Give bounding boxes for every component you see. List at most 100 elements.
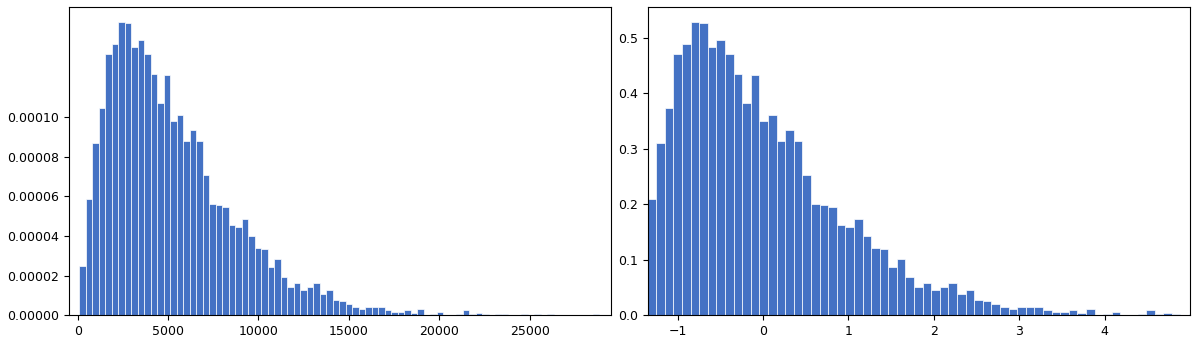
Bar	[333, 300, 339, 315]
Bar	[502, 314, 508, 315]
Bar	[820, 205, 828, 315]
Bar	[1155, 314, 1163, 315]
Bar	[196, 141, 202, 315]
Bar	[656, 143, 664, 315]
Bar	[293, 283, 300, 315]
Bar	[915, 287, 923, 315]
Bar	[132, 47, 138, 315]
Bar	[229, 225, 236, 315]
Bar	[99, 108, 105, 315]
Bar	[521, 314, 528, 315]
Bar	[639, 266, 648, 315]
Bar	[707, 47, 717, 315]
Bar	[151, 73, 157, 315]
Bar	[897, 259, 905, 315]
Bar	[940, 287, 948, 315]
Bar	[437, 312, 443, 315]
Bar	[905, 277, 915, 315]
Bar	[682, 44, 691, 315]
Bar	[306, 287, 314, 315]
Bar	[475, 313, 482, 315]
Bar	[931, 290, 940, 315]
Bar	[242, 219, 248, 315]
Bar	[124, 23, 132, 315]
Bar	[202, 175, 209, 315]
Bar	[326, 290, 333, 315]
Bar	[751, 75, 759, 315]
Bar	[183, 141, 190, 315]
Bar	[1077, 313, 1086, 315]
Bar	[482, 314, 488, 315]
Bar	[209, 204, 215, 315]
Bar	[157, 104, 164, 315]
Bar	[469, 314, 475, 315]
Bar	[384, 310, 391, 315]
Bar	[417, 309, 424, 315]
Bar	[1189, 314, 1197, 315]
Bar	[593, 314, 598, 315]
Bar	[138, 40, 145, 315]
Bar	[802, 175, 810, 315]
Bar	[1146, 310, 1155, 315]
Bar	[1086, 309, 1094, 315]
Bar	[734, 73, 742, 315]
Bar	[1034, 306, 1043, 315]
Bar	[215, 205, 223, 315]
Bar	[810, 204, 820, 315]
Bar	[190, 130, 196, 315]
Bar	[145, 54, 151, 315]
Bar	[837, 225, 845, 315]
Bar	[948, 283, 958, 315]
Bar	[999, 306, 1009, 315]
Bar	[339, 301, 346, 315]
Bar	[346, 304, 352, 315]
Bar	[378, 306, 384, 315]
Bar	[1009, 309, 1017, 315]
Bar	[1026, 306, 1034, 315]
Bar	[674, 54, 682, 315]
Bar	[119, 22, 124, 315]
Bar	[261, 249, 268, 315]
Bar	[274, 259, 281, 315]
Bar	[828, 207, 837, 315]
Bar	[352, 306, 359, 315]
Bar	[105, 54, 111, 315]
Bar	[164, 75, 170, 315]
Bar	[664, 108, 674, 315]
Bar	[785, 130, 794, 315]
Bar	[1069, 310, 1077, 315]
Bar	[845, 227, 853, 315]
Bar	[223, 207, 229, 315]
Bar	[236, 227, 242, 315]
Bar	[170, 121, 177, 315]
Bar	[1163, 313, 1172, 315]
Bar	[359, 309, 365, 315]
Bar	[983, 301, 991, 315]
Bar	[92, 143, 99, 315]
Bar	[794, 141, 802, 315]
Bar	[300, 290, 306, 315]
Bar	[759, 121, 768, 315]
Bar	[255, 248, 261, 315]
Bar	[880, 249, 888, 315]
Bar	[462, 310, 469, 315]
Bar	[863, 236, 871, 315]
Bar	[699, 23, 707, 315]
Bar	[281, 277, 287, 315]
Bar	[1104, 314, 1112, 315]
Bar	[1043, 310, 1052, 315]
Bar	[1017, 306, 1026, 315]
Bar	[534, 314, 541, 315]
Bar	[456, 314, 462, 315]
Bar	[391, 312, 397, 315]
Bar	[287, 287, 293, 315]
Bar	[1172, 314, 1180, 315]
Bar	[177, 116, 183, 315]
Bar	[777, 141, 785, 315]
Bar	[268, 267, 274, 315]
Bar	[79, 266, 86, 315]
Bar	[405, 310, 411, 315]
Bar	[1112, 312, 1120, 315]
Bar	[314, 283, 320, 315]
Bar	[888, 267, 897, 315]
